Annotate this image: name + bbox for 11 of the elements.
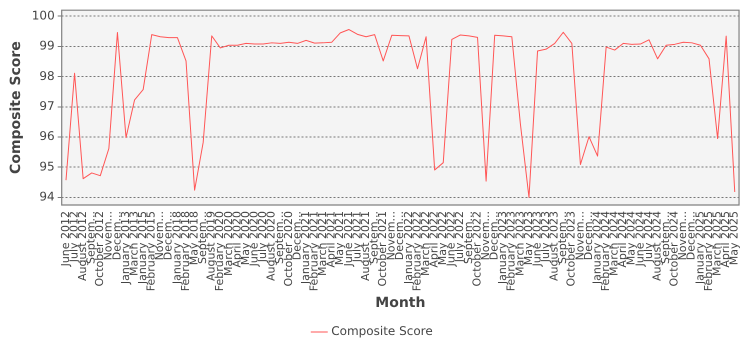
y-tick-label: 94 xyxy=(39,190,55,204)
legend-label: Composite Score xyxy=(331,324,433,338)
y-axis-title: Composite Score xyxy=(8,41,24,174)
y-tick-label: 98 xyxy=(39,68,55,83)
y-tick-label: 95 xyxy=(39,159,55,174)
x-tick-label: Septem... xyxy=(196,210,210,264)
x-axis-title: Month xyxy=(375,295,426,312)
y-tick-label: 97 xyxy=(39,98,55,113)
y-tick-label: 99 xyxy=(39,38,55,53)
y-tick-label: 100 xyxy=(32,8,55,22)
y-tick-label: 96 xyxy=(39,129,55,144)
